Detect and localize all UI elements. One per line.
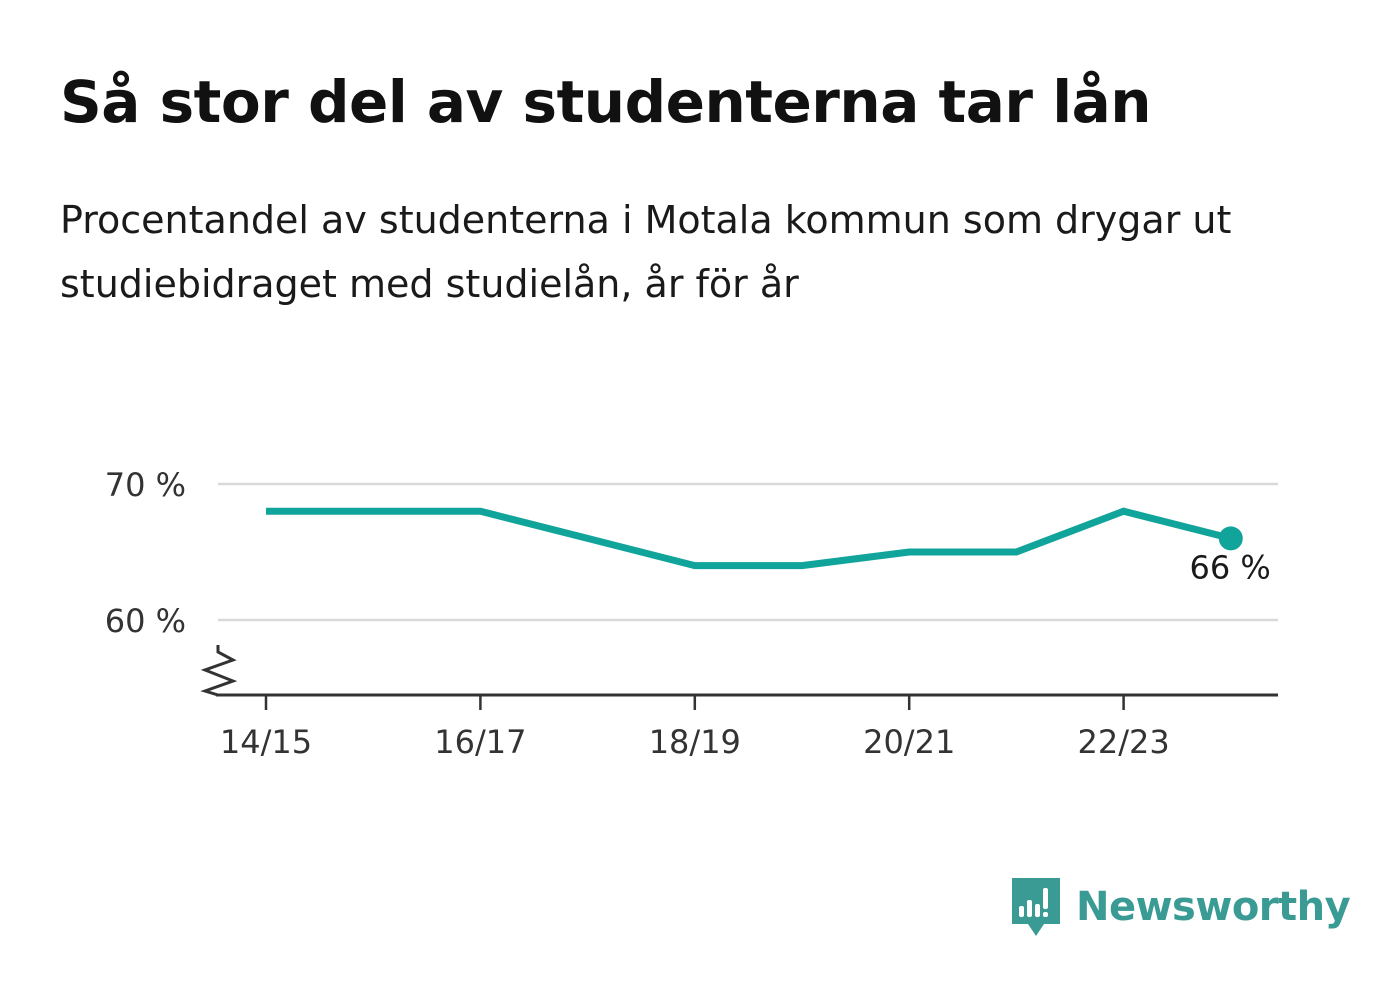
x-axis: 14/15 16/17 18/19 20/21 22/23 [200, 645, 1278, 761]
newsworthy-logo: Newsworthy [1010, 876, 1351, 938]
x-tick-label: 20/21 [863, 723, 955, 761]
axis-break-marker [200, 645, 238, 697]
series-line [266, 507, 1232, 570]
last-point-label: 66 % [1190, 548, 1271, 586]
x-tick-label: 18/19 [649, 723, 741, 761]
last-point-marker [1218, 526, 1243, 551]
brand-name: Newsworthy [1076, 884, 1351, 930]
series-lines [266, 507, 1243, 570]
gridlines [218, 482, 1278, 622]
y-axis-labels: 60 % 70 % [105, 466, 186, 640]
x-tick-label: 16/17 [434, 723, 526, 761]
chart-subtitle: Procentandel av studenterna i Motala kom… [60, 198, 1232, 306]
data-labels: 66 % [1190, 548, 1271, 586]
y-tick-label: 60 % [105, 602, 186, 640]
chart-title: Så stor del av studenterna tar lån [60, 68, 1152, 136]
x-tick-label: 14/15 [220, 723, 312, 761]
y-tick-label: 70 % [105, 466, 186, 504]
newsworthy-logo-icon [1012, 878, 1060, 936]
x-tick-label: 22/23 [1077, 723, 1169, 761]
